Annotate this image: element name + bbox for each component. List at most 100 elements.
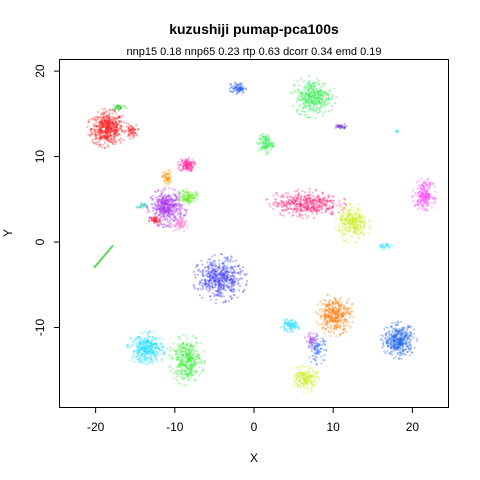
- data-point: [184, 223, 186, 225]
- data-point: [285, 192, 287, 194]
- data-point: [210, 267, 212, 269]
- data-point: [386, 340, 388, 342]
- data-point: [245, 88, 247, 90]
- data-point: [285, 323, 287, 325]
- data-point: [320, 351, 322, 353]
- data-point: [192, 166, 194, 168]
- data-point: [234, 83, 236, 85]
- data-point: [368, 227, 370, 229]
- data-point: [389, 330, 391, 332]
- data-point: [218, 267, 220, 269]
- data-point: [327, 93, 329, 95]
- data-point: [358, 236, 360, 238]
- data-point: [156, 220, 158, 222]
- data-point: [412, 200, 414, 202]
- data-point: [196, 264, 198, 266]
- data-point: [342, 311, 344, 313]
- data-point: [315, 103, 317, 105]
- data-point: [405, 340, 407, 342]
- data-point: [358, 214, 360, 216]
- data-point: [177, 193, 179, 195]
- data-point: [258, 150, 260, 152]
- data-point: [342, 323, 344, 325]
- data-point: [316, 107, 318, 109]
- data-point: [302, 92, 304, 94]
- data-point: [226, 265, 228, 267]
- data-point: [306, 217, 308, 219]
- data-point: [101, 126, 103, 128]
- data-point: [268, 203, 270, 205]
- data-point: [133, 361, 135, 363]
- data-point: [404, 343, 406, 345]
- data-point: [130, 129, 132, 131]
- chart-subtitle: nnp15 0.18 nnp65 0.23 rtp 0.63 dcorr 0.3…: [126, 46, 381, 58]
- data-point: [177, 203, 179, 205]
- data-point: [405, 348, 407, 350]
- data-point: [342, 329, 344, 331]
- data-point: [331, 195, 333, 197]
- data-point: [98, 126, 100, 128]
- data-point: [427, 188, 429, 190]
- data-point: [94, 132, 96, 134]
- data-point: [127, 127, 129, 129]
- data-point: [334, 297, 336, 299]
- data-point: [237, 84, 239, 86]
- cluster-13: [256, 133, 276, 156]
- data-point: [179, 223, 181, 225]
- data-point: [339, 334, 341, 336]
- data-point: [388, 247, 390, 249]
- data-point: [338, 310, 340, 312]
- data-point: [296, 101, 298, 103]
- data-point: [393, 349, 395, 351]
- data-point: [333, 202, 335, 204]
- data-point: [233, 269, 235, 271]
- data-point: [130, 135, 132, 137]
- data-point: [310, 348, 312, 350]
- data-point: [157, 224, 159, 226]
- data-point: [347, 203, 349, 205]
- data-point: [329, 335, 331, 337]
- data-point: [303, 114, 305, 116]
- data-point: [106, 135, 108, 137]
- data-point: [91, 130, 93, 132]
- data-point: [185, 188, 187, 190]
- data-point: [96, 116, 98, 118]
- data-point: [110, 119, 112, 121]
- cluster-18: [378, 243, 393, 251]
- data-point: [400, 332, 402, 334]
- data-point: [311, 212, 313, 214]
- data-point: [192, 284, 194, 286]
- data-point: [265, 138, 267, 140]
- data-point: [331, 307, 333, 309]
- data-point: [398, 357, 400, 359]
- data-point: [175, 205, 177, 207]
- data-point: [140, 206, 142, 208]
- data-point: [315, 88, 317, 90]
- data-point: [183, 202, 185, 204]
- data-point: [141, 204, 143, 206]
- data-point: [211, 286, 213, 288]
- data-point: [124, 130, 126, 132]
- data-point: [224, 261, 226, 263]
- data-point: [352, 215, 354, 217]
- data-point: [211, 262, 213, 264]
- data-point: [312, 332, 314, 334]
- data-point: [290, 196, 292, 198]
- data-point: [270, 147, 272, 149]
- data-point: [315, 356, 317, 358]
- data-point: [222, 286, 224, 288]
- data-point: [328, 205, 330, 207]
- data-point: [189, 165, 191, 167]
- data-point: [420, 188, 422, 190]
- data-point: [300, 210, 302, 212]
- data-point: [173, 225, 175, 227]
- data-point: [92, 133, 94, 135]
- data-point: [333, 309, 335, 311]
- cluster-21: [280, 318, 301, 333]
- data-point: [296, 215, 298, 217]
- data-point: [417, 195, 419, 197]
- data-point: [120, 142, 122, 144]
- data-point: [226, 284, 228, 286]
- data-point: [242, 291, 244, 293]
- data-point: [322, 303, 324, 305]
